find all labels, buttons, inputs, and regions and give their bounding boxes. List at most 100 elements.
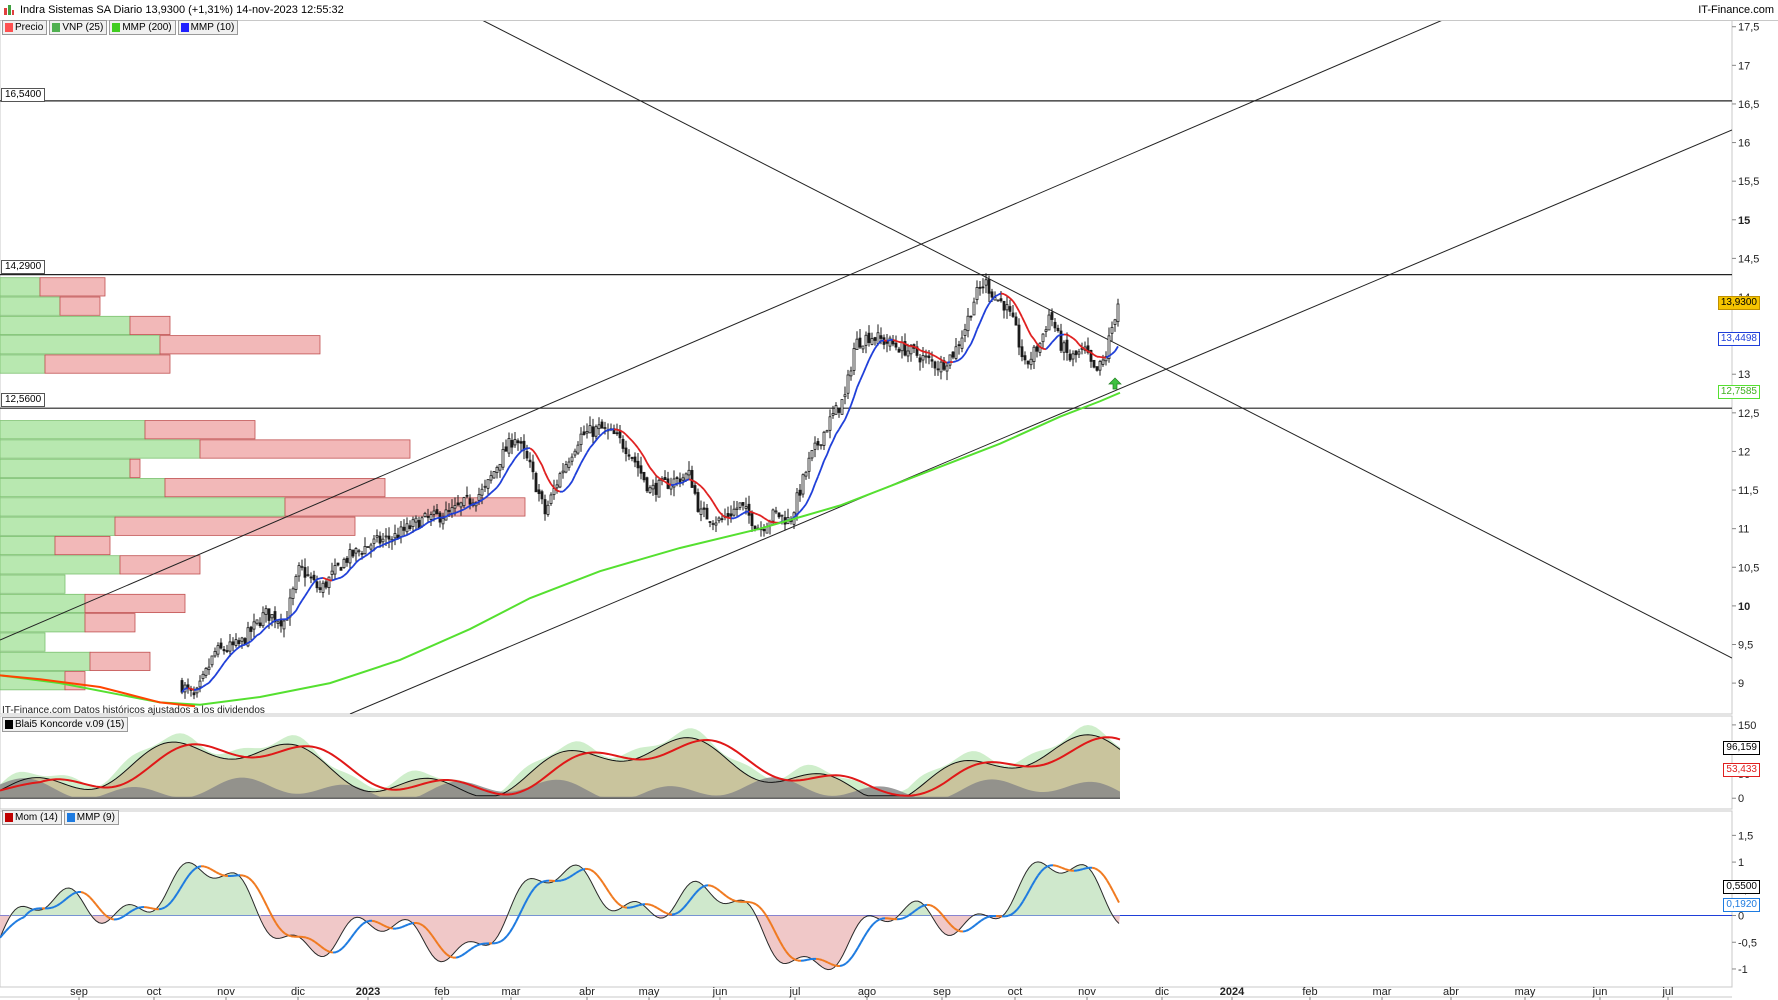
momentum-average-segment bbox=[311, 939, 316, 943]
mmp10-line-segment bbox=[346, 568, 351, 574]
koncorde-grey-area bbox=[0, 777, 1120, 799]
mmp10-line-segment bbox=[985, 303, 990, 310]
candle-body bbox=[327, 576, 331, 589]
momentum-average-segment bbox=[494, 941, 499, 945]
momentum-average-segment bbox=[1025, 890, 1030, 897]
koncorde-legend-item-0[interactable]: Blai5 Koncorde v.09 (15) bbox=[2, 717, 129, 732]
momentum-average-segment bbox=[434, 939, 439, 945]
candle-body bbox=[948, 354, 952, 366]
mmp10-line-segment bbox=[628, 437, 633, 442]
price-legend-item-2[interactable]: MMP (200) bbox=[109, 20, 176, 35]
price-ytick-label: 17,5 bbox=[1738, 22, 1759, 34]
lower-channel-line bbox=[349, 129, 1732, 714]
mmp10-line-segment bbox=[502, 472, 507, 479]
candle-body bbox=[711, 523, 715, 525]
momentum-average-segment bbox=[1058, 865, 1063, 869]
price-legend-item-3[interactable]: MMP (10) bbox=[177, 20, 239, 35]
momentum-average-segment bbox=[74, 891, 79, 894]
momentum-average-segment bbox=[965, 928, 970, 932]
candle-body bbox=[603, 427, 607, 429]
momentum-average-segment bbox=[359, 923, 364, 928]
mmp10-line-segment bbox=[673, 482, 678, 486]
volume-profile-sell-bar bbox=[284, 497, 526, 517]
candle-body bbox=[567, 461, 571, 468]
momentum-average-segment bbox=[683, 903, 688, 909]
momentum-average-segment bbox=[2, 930, 7, 935]
momentum-average-segment bbox=[1061, 866, 1066, 870]
momentum-average-segment bbox=[281, 930, 286, 935]
momentum-average-segment bbox=[1094, 867, 1099, 871]
momentum-average-segment bbox=[527, 892, 532, 899]
momentum-average-segment bbox=[365, 919, 370, 923]
momentum-average-segment bbox=[686, 899, 691, 905]
momentum-average-segment bbox=[455, 955, 460, 959]
candle-body bbox=[864, 334, 868, 346]
momentum-value-tag: 0,5500 bbox=[1723, 880, 1760, 894]
price-legend-item-0[interactable]: Precio bbox=[2, 20, 48, 35]
mmp10-line-segment bbox=[589, 443, 594, 449]
mmp10-line-segment bbox=[370, 549, 375, 553]
candle-body bbox=[621, 438, 625, 449]
momentum-average-segment bbox=[80, 891, 85, 894]
brand-link[interactable]: IT-Finance.com bbox=[1698, 4, 1774, 16]
candle-body bbox=[339, 567, 343, 571]
mmp10-line-segment bbox=[529, 447, 534, 452]
candle-body bbox=[648, 487, 652, 493]
momentum-average-segment bbox=[1091, 866, 1096, 870]
mmp10-line-segment bbox=[541, 464, 546, 473]
mmp10-tag: 13,4498 bbox=[1717, 332, 1760, 346]
candle-body bbox=[279, 619, 283, 627]
mmp10-line-segment bbox=[523, 447, 528, 451]
candle-body bbox=[549, 494, 553, 504]
mmp10-line-segment bbox=[409, 530, 414, 535]
momentum-average-segment bbox=[344, 941, 349, 947]
mmp10-line-segment bbox=[415, 527, 420, 531]
mmp10-line-segment bbox=[856, 380, 861, 388]
momentum-average-segment bbox=[833, 964, 838, 967]
mmp10-line-segment bbox=[979, 315, 984, 324]
mmp10-line-segment bbox=[712, 501, 717, 508]
mmp10-line-segment bbox=[496, 482, 501, 488]
mmp10-line-segment bbox=[757, 513, 762, 517]
candle-body bbox=[318, 587, 322, 590]
candle-body bbox=[531, 461, 535, 473]
candle-body bbox=[795, 492, 799, 516]
momentum-legend-item-1[interactable]: MMP (9) bbox=[63, 810, 119, 825]
mmp10-line-segment bbox=[688, 478, 693, 482]
volume-profile-buy-bar bbox=[0, 478, 166, 498]
mmp10-line-segment bbox=[805, 497, 810, 505]
momentum-average-segment bbox=[872, 920, 877, 926]
momentum-average-segment bbox=[314, 941, 319, 945]
candle-body bbox=[969, 315, 973, 318]
candle-body bbox=[1065, 339, 1069, 353]
mmp10-line-segment bbox=[520, 448, 525, 453]
momentum-average-segment bbox=[176, 888, 181, 895]
momentum-average-segment bbox=[197, 865, 202, 868]
candle-body bbox=[237, 640, 241, 645]
candle-body bbox=[597, 424, 601, 430]
mmp10-line-segment bbox=[508, 462, 513, 468]
mmp10-line-segment bbox=[433, 517, 438, 521]
buy-signal-arrow-icon bbox=[1108, 377, 1122, 390]
mmp10-line-segment bbox=[928, 352, 933, 356]
momentum-average-segment bbox=[59, 900, 64, 905]
candle-body bbox=[420, 517, 424, 527]
mmp10-line-segment bbox=[1015, 305, 1020, 312]
momentum-average-segment bbox=[602, 882, 607, 888]
momentum-average-segment bbox=[83, 892, 88, 896]
momentum-average-segment bbox=[221, 873, 226, 877]
candle-body bbox=[1020, 346, 1024, 358]
momentum-legend-item-0[interactable]: Mom (14) bbox=[2, 810, 62, 825]
momentum-average-segment bbox=[1106, 879, 1111, 886]
candle-body bbox=[771, 509, 775, 522]
momentum-average-segment bbox=[734, 899, 739, 903]
price-legend-item-1[interactable]: VNP (25) bbox=[49, 20, 108, 35]
mmp10-line-segment bbox=[901, 341, 906, 345]
mmp10-line-segment bbox=[760, 515, 765, 519]
momentum-average-segment bbox=[476, 943, 481, 947]
level-label-12-56: 12,5600 bbox=[1, 393, 46, 407]
mmp10-line-segment bbox=[325, 578, 330, 581]
candle-body bbox=[1011, 312, 1015, 317]
mmp10-line-segment bbox=[403, 534, 408, 537]
momentum-average-segment bbox=[440, 947, 445, 953]
